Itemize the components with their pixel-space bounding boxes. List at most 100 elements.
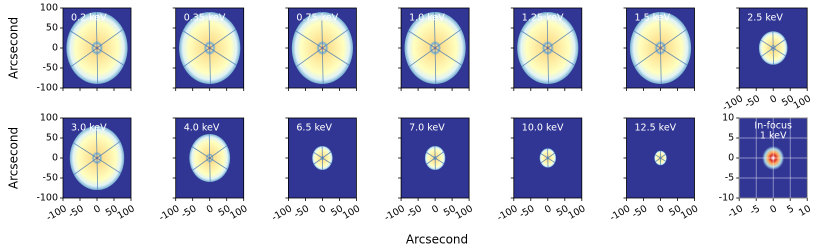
spoke (95, 126, 98, 159)
spoke (772, 47, 786, 57)
spoke (209, 28, 237, 49)
spoke (322, 151, 332, 159)
y-tick-label: 50 (46, 23, 58, 34)
x-tick-label: 0 (92, 203, 103, 216)
spoke (182, 30, 210, 49)
x-tick-label: -100 (45, 203, 69, 223)
spoke (434, 47, 437, 84)
x-tick-label: -100 (157, 203, 181, 223)
spoke (540, 153, 549, 159)
panel-title: 1.5 keV (635, 13, 671, 24)
spoke (209, 47, 237, 66)
x-axis-label: Arcsecond (406, 233, 468, 247)
y-tick-label: -50 (42, 63, 58, 74)
spoke (434, 151, 445, 159)
x-tick-label: -50 (630, 203, 649, 220)
spoke (322, 47, 324, 84)
spoke (208, 12, 211, 49)
spoke (655, 157, 661, 163)
spoke (192, 157, 210, 171)
x-tick-label: -100 (495, 203, 519, 223)
panel-title: 12.5 keV (635, 123, 677, 134)
spoke (322, 157, 332, 165)
x-tick-label: -50 (518, 203, 537, 220)
x-tick-label: 50 (104, 203, 120, 219)
panel-title: 1.25 keV (522, 13, 564, 24)
x-tick-label: 50 (667, 203, 683, 219)
x-tick-label: 100 (792, 93, 813, 112)
spoke (96, 28, 124, 49)
spoke (296, 47, 323, 68)
x-tick-label: -100 (608, 203, 632, 223)
spoke (321, 12, 323, 49)
spoke (434, 157, 445, 165)
x-tick-label: 5 (785, 203, 796, 216)
x-tick-label: 50 (216, 203, 232, 219)
spoke (547, 152, 556, 159)
spoke (96, 141, 121, 159)
spoke (69, 30, 98, 49)
spoke (521, 47, 549, 68)
panel-title: 2.5 keV (747, 13, 783, 24)
panel-title: 0.75 keV (296, 13, 338, 24)
panel-title: 1 keV (760, 131, 787, 142)
y-tick-label: -50 (42, 173, 58, 184)
x-tick-label: 0 (430, 203, 441, 216)
x-tick-label: 50 (442, 203, 458, 219)
spoke (295, 30, 323, 49)
x-tick-label: -50 (67, 203, 86, 220)
spoke (540, 157, 549, 164)
x-tick-label: 0 (317, 203, 328, 216)
spoke (70, 47, 98, 68)
spoke (633, 30, 661, 49)
x-tick-label: 100 (454, 203, 475, 222)
panel-title: 7.0 keV (409, 123, 445, 134)
y-tick-label: 0 (728, 153, 734, 164)
spoke (96, 157, 99, 190)
spoke (96, 47, 99, 84)
x-tick-label: -50 (743, 93, 762, 110)
x-tick-label: 50 (329, 203, 345, 219)
spoke (772, 38, 786, 49)
y-axis-label: Arcsecond (7, 17, 21, 79)
spoke (191, 146, 210, 159)
x-tick-label: 100 (228, 203, 249, 222)
spoke (209, 157, 228, 170)
x-tick-label: 0 (656, 203, 667, 216)
x-tick-label: 100 (566, 203, 587, 222)
spoke (520, 30, 549, 49)
y-tick-label: 10 (722, 113, 734, 124)
y-tick-label: -5 (725, 173, 734, 184)
spoke (434, 28, 462, 49)
x-tick-label: 100 (341, 203, 362, 222)
y-tick-label: -100 (36, 193, 58, 204)
y-tick-label: 50 (46, 133, 58, 144)
spoke (408, 47, 436, 68)
x-tick-label: 100 (679, 203, 700, 222)
x-tick-label: -10 (726, 203, 745, 220)
spoke (322, 28, 349, 49)
spoke (425, 151, 436, 159)
panel-title: 0.35 keV (184, 13, 226, 24)
spoke (72, 142, 98, 159)
spoke (660, 153, 666, 159)
spoke (546, 12, 549, 49)
spoke (660, 47, 662, 84)
spoke (434, 47, 463, 66)
x-tick-label: 0 (768, 203, 779, 216)
panel-title: 0.2 keV (71, 13, 107, 24)
spoke (660, 47, 688, 66)
y-tick-label: 0 (52, 153, 58, 164)
spoke (659, 12, 661, 49)
spoke (760, 47, 774, 58)
x-tick-label: 50 (555, 203, 571, 219)
y-tick-label: -100 (36, 83, 58, 94)
spoke (426, 157, 436, 165)
x-tick-label: -50 (179, 203, 198, 220)
panel-title: 1.0 keV (409, 13, 445, 24)
spoke (634, 47, 661, 68)
spoke (660, 157, 667, 162)
spoke (313, 157, 323, 165)
y-tick-label: 100 (40, 3, 58, 14)
